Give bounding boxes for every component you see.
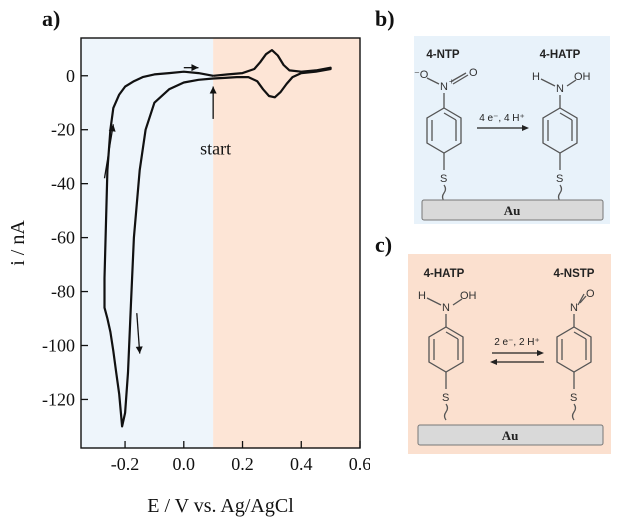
hydroxylamine-oh-c: OH xyxy=(460,290,477,302)
x-tick-label: -0.2 xyxy=(111,454,140,474)
annotation-start: start xyxy=(200,139,231,159)
hydroxylamine-h-c: H xyxy=(418,290,426,302)
panel-label-c: c) xyxy=(375,232,392,257)
benzene-ring-b-right xyxy=(542,107,578,202)
direction-arrow-head xyxy=(108,124,116,132)
nitro-n: N xyxy=(440,81,448,93)
direction-arrow xyxy=(103,124,114,179)
y-tick-label: -80 xyxy=(51,282,75,302)
cv-curve xyxy=(103,49,332,428)
region-reduction-background xyxy=(81,38,214,448)
scheme-b-left-label: 4-NTP xyxy=(426,49,460,61)
nitro-plus: + xyxy=(449,77,454,86)
cv-chart: a) -0.2 0.0 0.2 0.4 0.6 0 -20 -40 -60 -80 -100 -120… xyxy=(7,6,370,517)
reaction-conditions-c: 2 e⁻, 2 H⁺ xyxy=(494,337,540,348)
y-tick-label: 0 xyxy=(66,66,75,86)
x-tick-label: 0.6 xyxy=(349,454,370,474)
x-axis-label: E / V vs. Ag/AgCl xyxy=(147,495,294,517)
y-tick-label: -120 xyxy=(42,389,75,409)
hydroxylamine-n-c: N xyxy=(442,302,450,314)
scheme-c-left-label: 4-HATP xyxy=(424,268,465,280)
hydroxylamine-h-b: H xyxy=(532,71,540,83)
benzene-ring-c-right xyxy=(556,326,592,421)
benzene-ring-b-left xyxy=(426,107,462,202)
hydroxylamine-n-b: N xyxy=(556,83,564,95)
scheme-b-background xyxy=(414,36,610,224)
gold-electrode-label-c: Au xyxy=(502,428,519,443)
y-tick-label: -100 xyxy=(42,336,75,356)
sulfur-c-right: S xyxy=(570,392,577,404)
y-axis-label: i / nA xyxy=(7,220,29,266)
gold-electrode-b xyxy=(421,199,604,221)
benzene-ring-c-left xyxy=(428,326,464,421)
hydroxylamine-bonds-b xyxy=(540,78,577,108)
scheme-b: b) 4-NTP 4-HATP ⁻O N + O S 4 e⁻, 4 H⁺ H xyxy=(375,6,610,224)
panel-label-b: b) xyxy=(375,6,395,31)
hydroxylamine-bonds-c xyxy=(426,297,463,327)
scheme-c-background xyxy=(408,254,611,454)
plot-frame xyxy=(80,37,361,449)
y-tick-label: -20 xyxy=(51,120,75,140)
x-tick-label: 0.4 xyxy=(290,454,313,474)
scheme-b-right-label: 4-HATP xyxy=(540,49,581,61)
sulfur-b-right: S xyxy=(556,173,563,185)
gold-electrode-label-b: Au xyxy=(504,203,521,218)
nitro-o: O xyxy=(469,67,478,79)
nitroso-n: N xyxy=(570,302,578,314)
direction-arrow-head xyxy=(209,86,217,94)
y-tick-label: -40 xyxy=(51,174,75,194)
nitro-o-minus: ⁻O xyxy=(414,69,429,81)
direction-arrow-head xyxy=(191,64,199,72)
sulfur-b-left: S xyxy=(440,173,447,185)
x-tick-label: 0.2 xyxy=(231,454,254,474)
x-tick-label: 0.0 xyxy=(173,454,196,474)
region-oxidation-background xyxy=(213,38,360,448)
hydroxylamine-oh-b: OH xyxy=(574,71,591,83)
direction-arrow-head xyxy=(135,346,143,354)
gold-electrode-c xyxy=(417,424,604,446)
sulfur-c-left: S xyxy=(442,392,449,404)
panel-label-a: a) xyxy=(42,6,60,31)
scheme-c: c) 4-HATP 4-NSTP H N OH S 2 e⁻, 2 H⁺ N xyxy=(375,232,611,454)
scheme-c-right-label: 4-NSTP xyxy=(554,268,595,280)
nitroso-bonds xyxy=(573,293,587,327)
nitroso-o: O xyxy=(586,288,595,300)
reaction-conditions-b: 4 e⁻, 4 H⁺ xyxy=(479,113,525,124)
y-tick-label: -60 xyxy=(51,228,75,248)
nitro-bonds xyxy=(426,72,469,108)
